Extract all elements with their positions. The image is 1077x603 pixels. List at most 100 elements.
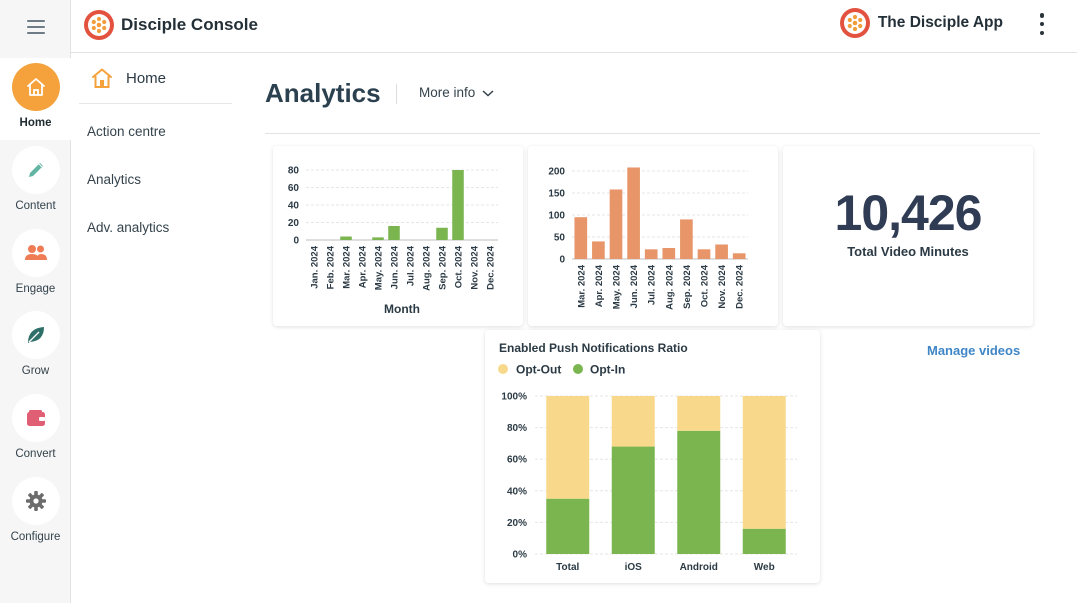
title-divider	[396, 84, 397, 104]
people-icon	[11, 229, 60, 277]
y-tick-label: 80	[288, 166, 300, 177]
bar-may-2024	[372, 237, 384, 240]
y-tick-label: 20%	[507, 518, 527, 529]
manage-videos-link[interactable]: Manage videos	[927, 343, 1021, 358]
subnav-home[interactable]: Home	[79, 53, 232, 104]
left-rail: Home Content Engage Grow Convert Configu…	[0, 0, 71, 603]
x-tick-label: Oct. 2024	[454, 245, 465, 288]
bar-oct-2024	[697, 249, 711, 259]
x-tick-label: Feb. 2024	[326, 245, 337, 289]
monthly-orange-bar-chart: 0 50 100 150 200 Mar. 2024 Apr. 2024 May. 2024 J…	[548, 167, 748, 310]
rail-item-content[interactable]: Content	[0, 141, 71, 223]
x-tick-label: Sep. 2024	[438, 245, 449, 290]
app-brand[interactable]: The Disciple App	[839, 7, 1003, 39]
wallet-icon	[11, 394, 60, 442]
rail-item-convert[interactable]: Convert	[0, 389, 71, 471]
y-tick-label: 0	[559, 255, 565, 266]
disciple-logo-icon	[84, 10, 114, 40]
bar-oct-2024	[452, 170, 464, 240]
x-tick-label: Jul. 2024	[406, 245, 417, 286]
monthly-orange-chart-card: 0 50 100 150 200 Mar. 2024 Apr. 2024 May. 2024 J…	[528, 146, 778, 326]
x-tick-label: Jul. 2024	[647, 264, 658, 305]
bar-total-opt-in	[546, 498, 590, 554]
x-tick-label: Dec. 2024	[486, 245, 497, 290]
x-tick-label: Jan. 2024	[310, 245, 321, 288]
bar-web-opt-in	[742, 528, 786, 554]
bar-mar-2024	[340, 236, 352, 240]
push-notifications-stacked-chart: Enabled Push Notifications Ratio Opt-Out O…	[498, 341, 797, 573]
rail-item-configure[interactable]: Configure	[0, 472, 71, 554]
legend-label-opt-in: Opt-In	[590, 363, 625, 377]
x-axis-title: Month	[384, 302, 420, 316]
x-tick-label: Sep. 2024	[682, 264, 693, 309]
x-tick-label: Nov. 2024	[717, 264, 728, 308]
bar-apr-2024	[592, 241, 605, 259]
y-tick-label: 40%	[507, 486, 527, 497]
hamburger-icon	[26, 20, 45, 34]
bar-ios-opt-in	[611, 446, 655, 554]
rail-item-grow[interactable]: Grow	[0, 306, 71, 388]
more-info-label: More info	[419, 85, 476, 100]
more-info-dropdown[interactable]: More info	[419, 85, 495, 100]
subnav-item-adv-analytics[interactable]: Adv. analytics	[87, 220, 170, 235]
bar-jun-2024	[388, 226, 400, 240]
push-notifications-card: Enabled Push Notifications Ratio Opt-Out O…	[485, 330, 820, 583]
y-tick-label: 40	[288, 201, 300, 212]
rail-label-configure: Configure	[10, 531, 61, 543]
rail-label-content: Content	[15, 200, 56, 212]
y-tick-label: 150	[548, 189, 565, 200]
gear-icon	[11, 477, 60, 525]
x-tick-label: Dec. 2024	[735, 264, 746, 309]
console-brand[interactable]: Disciple Console	[83, 9, 258, 41]
bar-aug-2024	[662, 248, 676, 259]
x-tick-label: Oct. 2024	[700, 264, 711, 307]
x-tick-label: May. 2024	[612, 264, 623, 309]
page-title: Analytics	[265, 78, 381, 108]
x-tick-label: Jun. 2024	[390, 245, 401, 289]
legend-swatch-opt-in	[573, 364, 583, 374]
subnav-home-label: Home	[126, 69, 167, 87]
app-title: The Disciple App	[877, 14, 1003, 31]
subnav-item-action-centre[interactable]: Action centre	[87, 124, 166, 139]
bar-may-2024	[609, 189, 623, 259]
x-tick-label: Mar. 2024	[342, 245, 353, 288]
pencil-icon	[11, 146, 60, 194]
x-tick-label: Aug. 2024	[664, 264, 675, 310]
x-tick-label: Jun. 2024	[629, 264, 640, 308]
rail-label-convert: Convert	[15, 448, 56, 460]
x-tick-label: Nov. 2024	[470, 245, 481, 289]
bar-dec-2024	[732, 253, 746, 259]
bar-jul-2024	[644, 249, 658, 259]
x-tick-label: iOS	[625, 562, 643, 573]
subnav-item-analytics[interactable]: Analytics	[87, 172, 142, 187]
app-logo-icon	[839, 8, 870, 38]
kebab-menu-icon[interactable]	[1037, 13, 1047, 35]
chart-title: Enabled Push Notifications Ratio	[499, 341, 688, 355]
x-tick-label: Mar. 2024	[576, 264, 587, 307]
x-tick-label: Total	[556, 562, 579, 573]
rail-label-engage: Engage	[15, 283, 56, 295]
rail-label-home: Home	[19, 117, 52, 129]
x-tick-label: Web	[754, 562, 775, 573]
bar-ios-opt-out	[611, 396, 655, 447]
hamburger-menu-button[interactable]	[0, 0, 71, 54]
x-tick-label: Apr. 2024	[358, 245, 369, 288]
header-divider	[265, 133, 1040, 134]
monthly-green-chart-card: 0 20 40 60 80 Jan. 2024 Feb. 2024 Mar. 2024 Apr.…	[273, 146, 523, 326]
bar-total-opt-out	[546, 396, 590, 499]
monthly-green-bar-chart: 0 20 40 60 80 Jan. 2024 Feb. 2024 Mar. 2024 Apr.…	[288, 166, 498, 316]
home-icon	[11, 63, 60, 111]
y-tick-label: 200	[548, 167, 565, 178]
sub-navigation: Home Action centre Analytics Adv. analyt…	[79, 53, 232, 235]
x-tick-label: Android	[680, 562, 718, 573]
rail-item-engage[interactable]: Engage	[0, 224, 71, 306]
leaf-icon	[11, 311, 60, 359]
y-tick-label: 100%	[501, 392, 527, 403]
rail-item-home[interactable]: Home	[0, 58, 71, 140]
bar-android-opt-out	[677, 396, 721, 431]
y-tick-label: 0%	[513, 550, 528, 561]
y-tick-label: 60%	[507, 455, 527, 466]
bar-web-opt-out	[742, 396, 786, 529]
bar-sep-2024	[680, 219, 693, 259]
home-icon	[92, 68, 112, 88]
